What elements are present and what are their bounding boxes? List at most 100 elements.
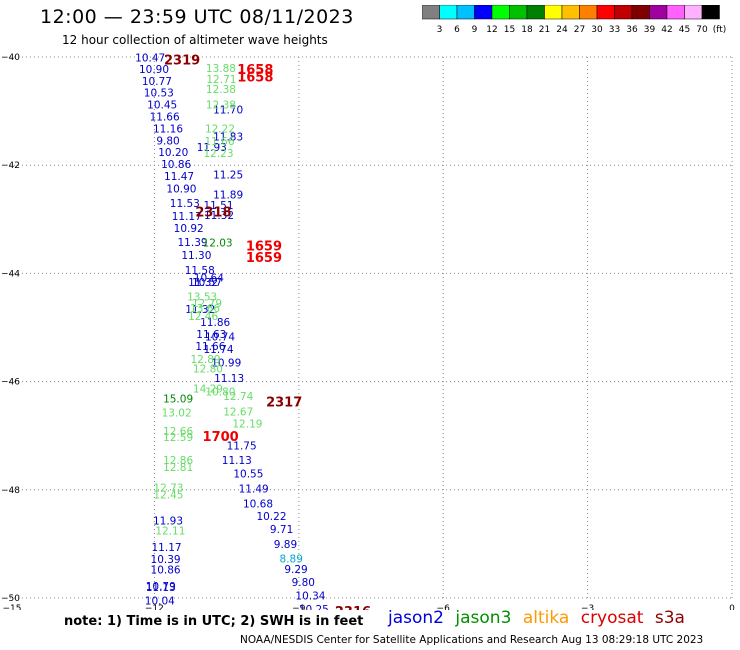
color-scale-label: 36	[626, 25, 638, 35]
data-point-jason2: 10.99	[211, 358, 241, 370]
footer-note: note: 1) Time is in UTC; 2) SWH is in fe…	[64, 614, 364, 629]
data-point-jason3-light: 12.71	[206, 74, 236, 86]
data-point-altika: 8.89	[280, 554, 303, 566]
data-point-jason2: 10.64	[194, 273, 224, 285]
color-scale-label: 33	[609, 25, 620, 35]
chart-title: 12:00 — 23:59 UTC 08/11/2023	[40, 6, 354, 28]
data-point-jason2: 11.25	[213, 169, 243, 181]
data-point-jason3-light: 12.66	[163, 426, 193, 438]
data-point-jason2: 10.55	[233, 469, 263, 481]
data-point-jason2: 10.90	[139, 64, 169, 76]
legend-cryosat: cryosat	[580, 608, 644, 628]
axis-ticks: −15 −12 −9 −6 −3 0 −40 −42 −44 −46 −48 −50	[1, 53, 735, 610]
data-point-jason3-light: 12.23	[203, 148, 233, 160]
data-point-jason2: 11.58	[185, 265, 215, 277]
color-scale-label: 9	[472, 25, 478, 35]
data-point-jason2: 10.77	[142, 76, 172, 88]
y-tick-label: −48	[1, 486, 20, 496]
data-point-jason2: 10.90	[166, 183, 196, 195]
time-label: 2317	[266, 396, 302, 411]
data-point-jason3-light: 11.66	[204, 136, 234, 148]
color-scale-label: 3	[437, 25, 443, 35]
data-point-jason3-light: 12.80	[193, 364, 223, 376]
data-point-jason2: 11.93	[197, 142, 227, 154]
data-point-jason2: 10.86	[151, 564, 181, 576]
data-point-jason2: 11.32	[185, 304, 215, 316]
data-point-jason3-light: 12.11	[155, 525, 185, 537]
data-point-jason3-light: 12.73	[153, 483, 183, 495]
data-point-jason3-light: 12.46	[188, 311, 218, 323]
time-label: 1659	[246, 239, 282, 254]
data-point-jason2: 11.32	[204, 210, 234, 222]
data-point-jason2: 10.20	[158, 147, 188, 159]
time-label: 2316	[335, 605, 371, 610]
data-point-jason3-light: 12.86	[163, 455, 193, 467]
data-point-jason2: 10.45	[147, 100, 177, 112]
legend-jason3: jason3	[455, 608, 512, 628]
data-point-jason3-light: 12.74	[223, 391, 253, 403]
data-point-jason2: 11.13	[146, 582, 176, 594]
time-label: 1700	[203, 430, 239, 445]
data-point-jason2: 11.66	[195, 341, 225, 353]
color-scale-label: 18	[521, 25, 533, 35]
data-point-jason2: 10.22	[256, 511, 286, 523]
y-tick-label: −46	[1, 378, 20, 388]
data-point-jason3-light: 12.45	[153, 490, 183, 502]
y-tick-label: −50	[1, 594, 20, 604]
x-tick-label: −3	[581, 604, 594, 610]
data-point-jason3-light: 12.81	[163, 462, 193, 474]
data-point-jason2: 11.86	[200, 317, 230, 329]
data-point-jason3-light: 10.80	[205, 386, 235, 398]
satellite-legend: jason2 jason3 altika cryosat s3a	[388, 608, 691, 628]
data-point-jason2: 11.74	[203, 344, 233, 356]
color-scale-label: 39	[644, 25, 656, 35]
data-points: 10.4710.9010.7710.5310.4511.6611.169.801…	[135, 53, 329, 610]
data-point-jason2: 10.25	[299, 604, 329, 610]
data-point-jason2: 11.16	[153, 123, 183, 135]
color-scale-label: 15	[504, 25, 515, 35]
data-point-jason2: 9.80	[292, 577, 315, 589]
data-point-jason2: 10.79	[146, 581, 176, 593]
data-point-jason3-light: 12.38	[206, 100, 236, 112]
color-scale-label: 45	[679, 25, 690, 35]
legend-s3a: s3a	[654, 608, 685, 628]
data-point-jason3-light: 12.59	[163, 432, 193, 444]
data-point-jason2: 10.53	[144, 88, 174, 100]
data-point-jason2: 10.86	[161, 159, 191, 171]
time-label: 1659	[246, 251, 282, 266]
x-tick-label: −12	[145, 604, 164, 610]
data-point-jason2: 9.80	[156, 135, 179, 147]
color-swatch	[701, 5, 720, 20]
data-point-jason2: 10.92	[174, 223, 204, 235]
data-point-jason2: 11.13	[214, 373, 244, 385]
data-point-jason2: 11.47	[164, 171, 194, 183]
data-point-jason2: 11.83	[213, 132, 243, 144]
x-tick-label: 0	[729, 604, 735, 610]
credit-line: NOAA/NESDIS Center for Satellite Applica…	[240, 634, 704, 646]
data-point-jason2: 11.93	[153, 516, 183, 528]
data-point-jason2: 11.13	[222, 455, 252, 467]
footer: note: 1) Time is in UTC; 2) SWH is in fe…	[0, 608, 740, 650]
time-label: 1658	[237, 63, 273, 78]
color-scale-label: 70	[696, 25, 708, 35]
data-point-jason3: 12.03	[203, 238, 233, 250]
data-point-jason2: 11.49	[239, 484, 269, 496]
data-point-jason3-light: 12.19	[232, 418, 262, 430]
y-tick-label: −42	[1, 161, 20, 171]
data-point-jason2: 11.70	[213, 104, 243, 116]
color-scale-label: 24	[556, 25, 568, 35]
time-label: 1658	[237, 70, 273, 85]
data-point-jason2: 11.51	[203, 200, 233, 212]
data-point-jason2: 10.47	[135, 53, 165, 65]
x-tick-label: −15	[3, 604, 22, 610]
data-point-jason3-light: 12.38	[206, 84, 236, 96]
data-point-jason3-light: 12.22	[205, 123, 235, 135]
data-point-jason2: 11.32	[188, 277, 218, 289]
data-point-jason2: 9.71	[270, 524, 293, 536]
data-point-jason2: 11.39	[178, 237, 208, 249]
legend-altika: altika	[522, 608, 570, 628]
data-point-jason2: 11.63	[196, 329, 226, 341]
data-point-jason2: 11.53	[170, 198, 200, 210]
scatter-plot: −15 −12 −9 −6 −3 0−40−42−44−46−48−50 10.4710.…	[1, 53, 735, 610]
